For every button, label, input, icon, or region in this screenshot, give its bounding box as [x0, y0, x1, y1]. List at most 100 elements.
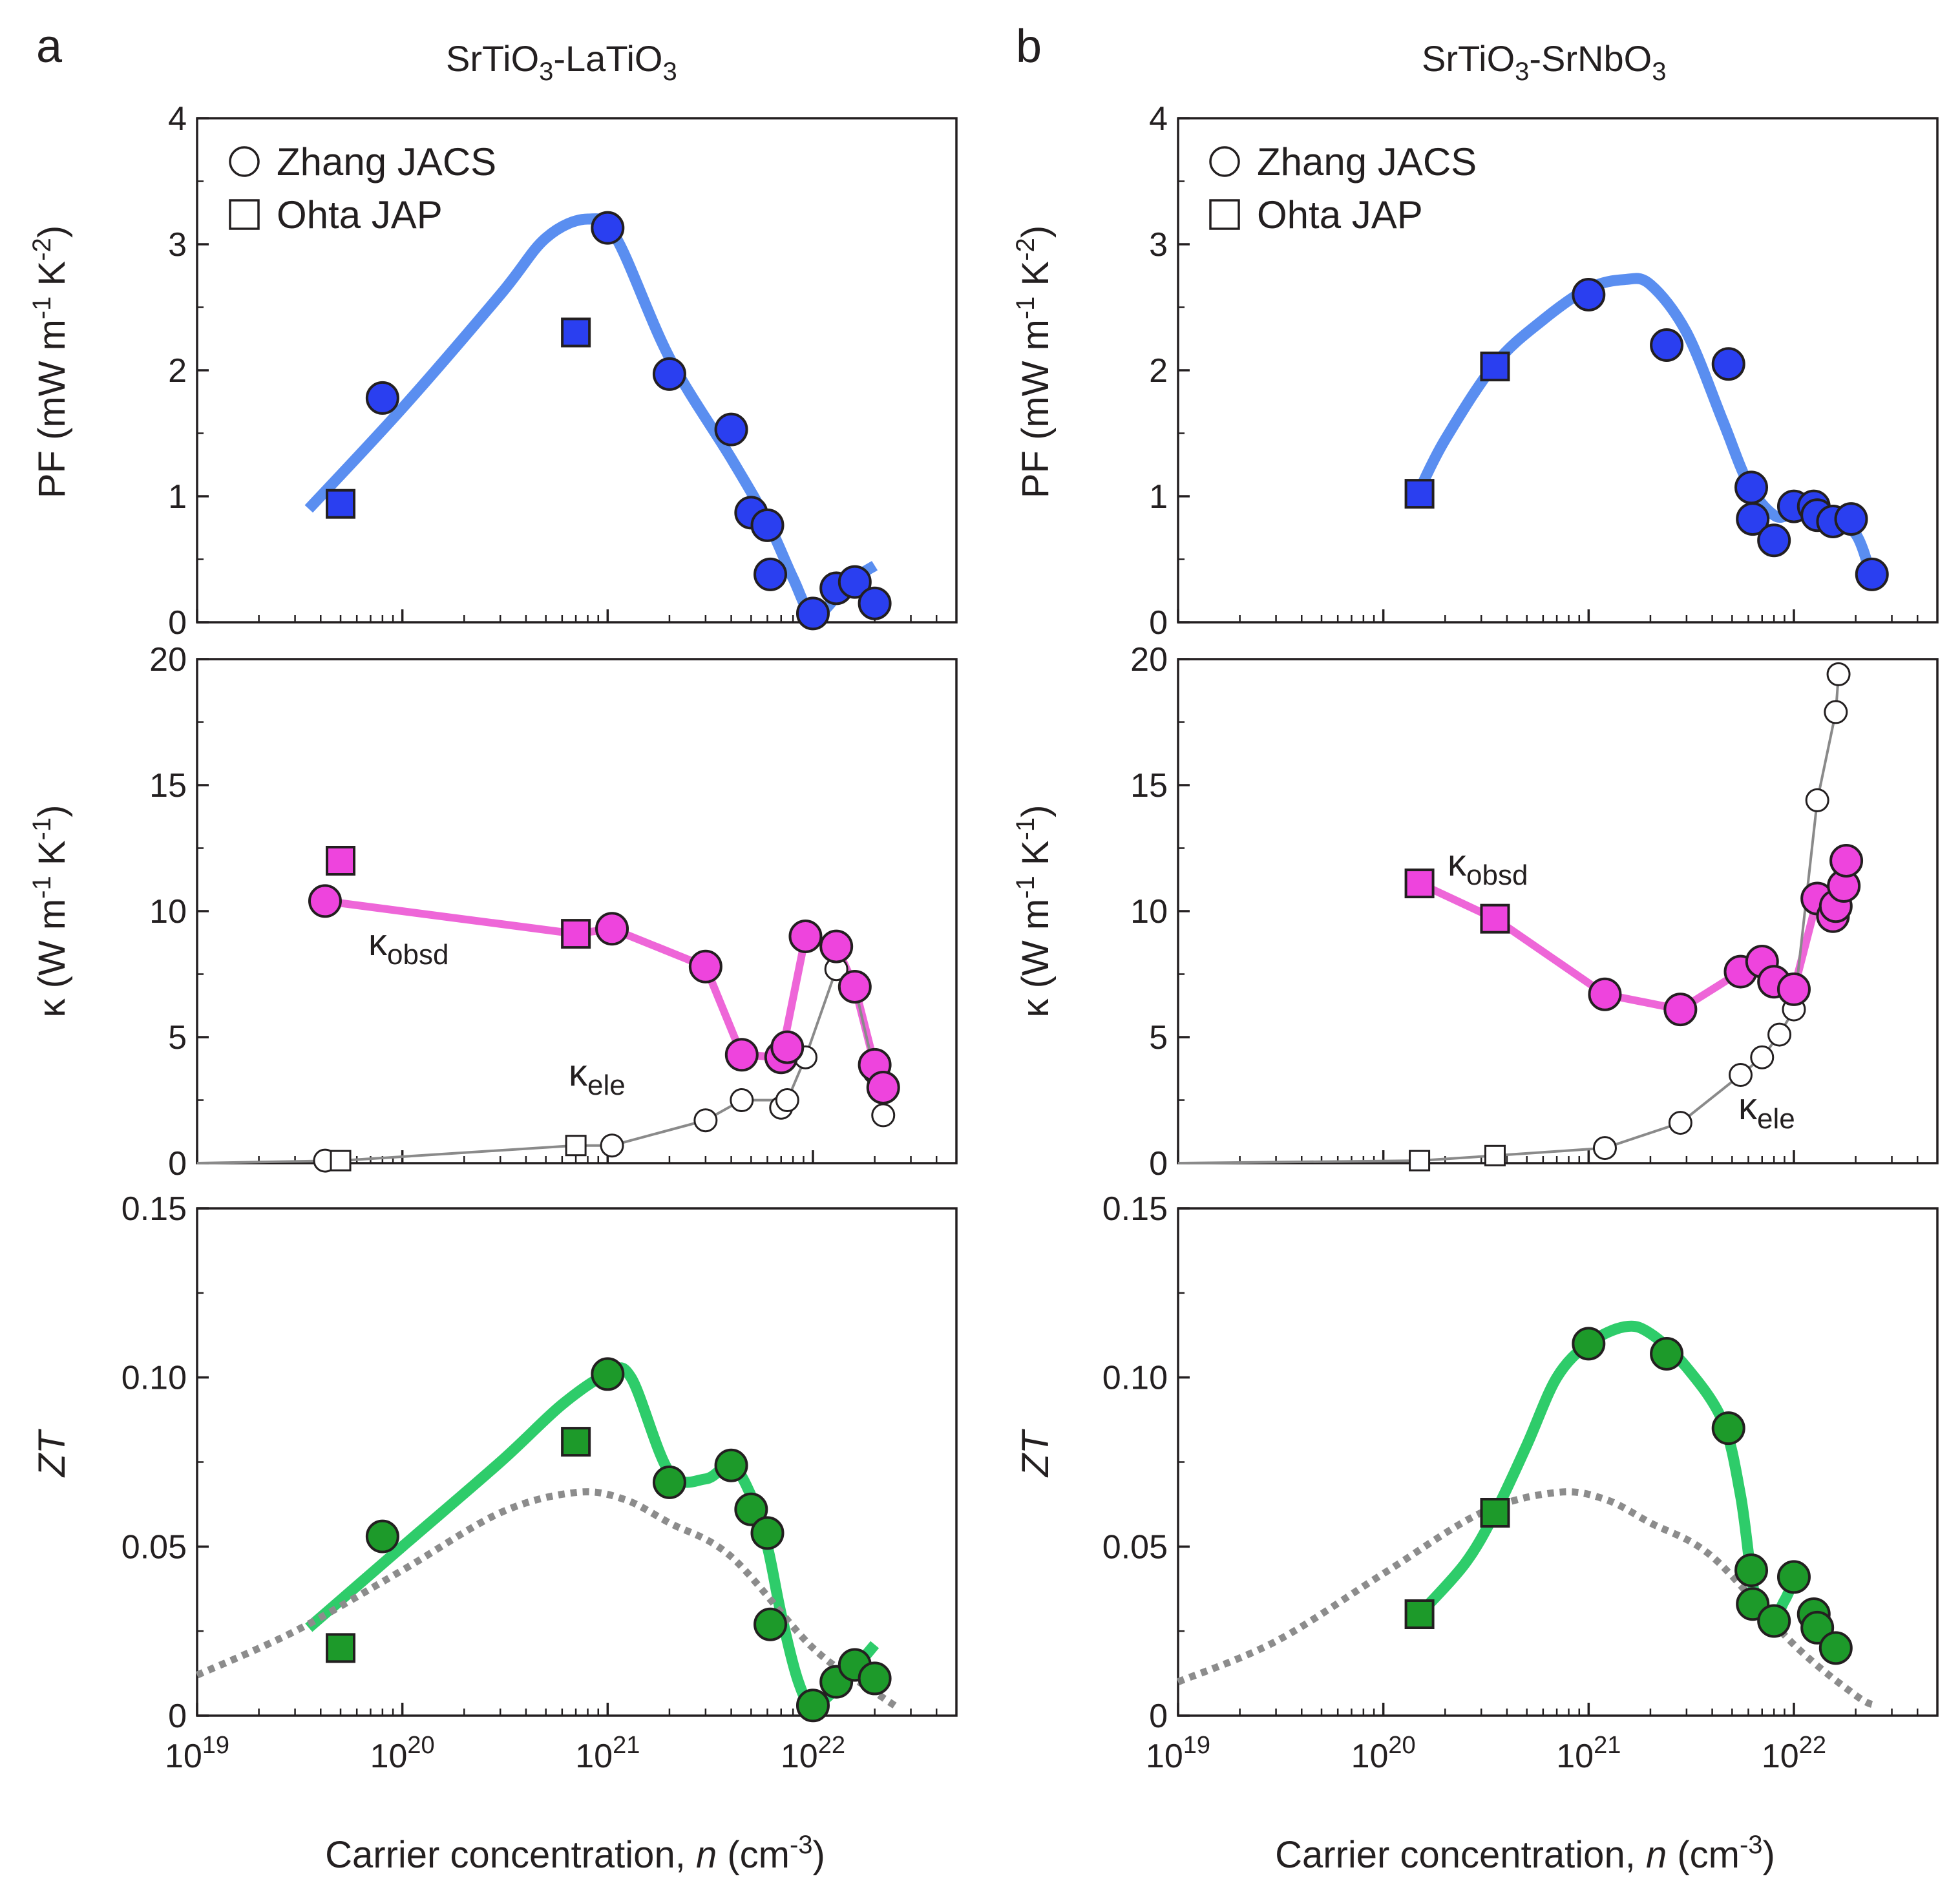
data-point-square	[326, 1633, 356, 1663]
plot-a-kappa: 0 5 10 15 20	[149, 641, 958, 1183]
data-point-circle	[1711, 347, 1745, 381]
plot-frame	[196, 1207, 958, 1717]
panel-a-title: SrTiO3-LaTiO3	[446, 38, 677, 86]
xlabel-a: Carrier concentration, n (cm-3)	[325, 1831, 825, 1876]
data-point-square	[326, 489, 356, 519]
data-point-circle	[1736, 502, 1770, 536]
legend-square-marker	[1209, 199, 1240, 230]
y-tick-label: 10	[149, 893, 187, 931]
y-tick-label: 0.15	[121, 1190, 187, 1228]
data-point-circle	[1668, 1111, 1692, 1135]
panel-letter-a: a	[36, 21, 63, 72]
data-point-circle	[753, 1607, 788, 1641]
plot-b-kappa: 0 5 10 15 20	[1130, 641, 1939, 1183]
data-point-circle	[308, 884, 342, 918]
data-point-circle	[1855, 557, 1889, 591]
x-tick-label: 1020	[1351, 1732, 1416, 1775]
x-tick-label: 1019	[165, 1732, 229, 1775]
y-tick-label: 0.05	[1102, 1528, 1168, 1566]
ylabel-zt-b: ZT	[1015, 1429, 1057, 1478]
data-point-circle	[1734, 1553, 1769, 1587]
data-point-square	[1409, 1150, 1431, 1172]
data-point-circle	[714, 1448, 748, 1482]
x-tick-label: 1021	[575, 1732, 640, 1775]
data-point-square	[1404, 479, 1435, 509]
ylabel-pf-b: PF (mW m-1 K-2)	[1011, 226, 1057, 498]
data-point-circle	[714, 412, 748, 447]
data-point-square	[326, 846, 356, 876]
data-point-circle	[591, 1357, 625, 1391]
data-point-circle	[1824, 700, 1848, 724]
data-point-circle	[796, 1689, 830, 1723]
data-point-circle	[652, 1465, 686, 1499]
data-point-circle	[1826, 662, 1851, 686]
x-tick-label: 1022	[1762, 1732, 1826, 1775]
data-point-circle	[1757, 523, 1791, 558]
data-point-circle	[750, 508, 785, 542]
y-tick-label: 5	[168, 1019, 187, 1057]
legend-square-label: Ohta JAP	[1257, 193, 1423, 237]
data-point-circle	[1650, 1337, 1684, 1371]
data-point-circle	[1834, 502, 1868, 536]
x-tick-label: 1021	[1556, 1732, 1621, 1775]
data-point-circle	[858, 586, 892, 620]
data-point-circle	[1588, 977, 1622, 1011]
series-line-reference	[195, 1488, 897, 1709]
kappa-obsd-label-a: κobsd	[368, 921, 448, 971]
data-point-circle	[652, 357, 686, 391]
y-tick-label: 15	[149, 767, 187, 805]
y-tick-label: 0.10	[121, 1360, 187, 1397]
data-point-circle	[693, 1108, 718, 1133]
kappa-obsd-label-b: κobsd	[1448, 842, 1528, 891]
series-line-trend	[1414, 273, 1877, 580]
y-tick-label: 20	[1130, 641, 1168, 679]
y-tick-label: 0	[1149, 1145, 1168, 1183]
plot-b-pf: 0 1 2 3 4	[1149, 100, 1939, 642]
ylabel-zt-a: ZT	[31, 1429, 73, 1478]
y-tick-label: 0.15	[1102, 1190, 1168, 1228]
series-line-reference	[1176, 1488, 1877, 1709]
y-tick-label: 4	[1149, 100, 1168, 138]
data-point-circle	[796, 596, 830, 631]
data-point-square	[1480, 1498, 1510, 1528]
series-line-trend	[304, 213, 878, 622]
data-point-circle	[1650, 328, 1684, 362]
data-point-circle	[724, 1038, 759, 1072]
y-tick-label: 5	[1149, 1019, 1168, 1057]
plot-a-pf: 0 1 2 3 4	[168, 100, 958, 642]
series-line-κele-line	[1177, 674, 1840, 1164]
panel-letter-b: b	[1016, 21, 1042, 72]
data-point-circle	[819, 929, 854, 963]
data-point-circle	[1829, 844, 1864, 878]
y-tick-label: 15	[1130, 767, 1168, 805]
y-tick-label: 2	[1149, 352, 1168, 390]
legend-circle-marker	[229, 146, 260, 177]
data-point-circle	[788, 920, 823, 953]
data-point-circle	[770, 1030, 805, 1064]
x-tick-label: 1022	[781, 1732, 845, 1775]
y-tick-label: 4	[168, 100, 187, 138]
kappa-ele-label-b: κele	[1738, 1086, 1795, 1135]
data-point-circle	[591, 211, 625, 245]
ylabel-kappa-b: κ (W m-1 K-1)	[1011, 805, 1057, 1018]
plot-a-zt: 0 0.05 0.10 0.15 1019 1020 1021 1022	[121, 1190, 958, 1775]
legend-circle-label: Zhang JACS	[277, 140, 496, 184]
data-point-circle	[1734, 470, 1769, 505]
data-point-square	[330, 1150, 352, 1172]
plot-b-zt: 0 0.05 0.10 0.15 1019 1020 1021 1022	[1102, 1190, 1939, 1775]
y-tick-label: 0	[1149, 1698, 1168, 1735]
data-point-circle	[1728, 1063, 1753, 1087]
data-point-square	[1404, 868, 1435, 899]
data-point-circle	[750, 1516, 785, 1550]
data-point-square	[565, 1135, 587, 1157]
data-point-square	[1484, 1144, 1506, 1166]
data-point-square	[1404, 1599, 1435, 1629]
data-point-circle	[838, 565, 872, 599]
y-tick-label: 1	[1149, 478, 1168, 516]
data-point-circle	[365, 381, 399, 415]
ylabel-pf-a: PF (mW m-1 K-2)	[28, 226, 73, 498]
data-point-square	[1480, 352, 1510, 382]
y-tick-label: 20	[149, 641, 187, 679]
kappa-ele-label-a: κele	[569, 1052, 626, 1101]
y-tick-label: 0.10	[1102, 1360, 1168, 1397]
